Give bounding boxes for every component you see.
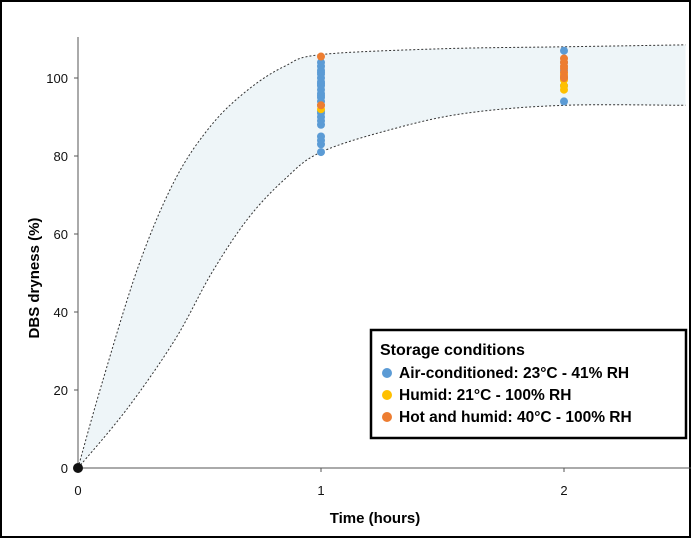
x-tick-label: 1: [317, 483, 324, 498]
data-point-series-3: [560, 74, 568, 82]
legend-marker: [382, 412, 392, 422]
data-points: [73, 46, 568, 473]
data-point-series-1: [317, 148, 325, 157]
data-point-series-1: [560, 97, 568, 106]
legend-marker: [382, 368, 392, 378]
x-axis-ticks: 0 1 2: [74, 468, 568, 498]
data-point-series-3: [317, 52, 325, 61]
range-band-upper-line: [77, 44, 686, 469]
legend-items: Air-conditioned: 23°C - 41% RH Humid: 21°…: [382, 365, 632, 426]
legend-label: Hot and humid: 40°C - 100% RH: [399, 409, 632, 426]
legend-box: [369, 328, 688, 440]
x-axis-title: Time (hours): [330, 510, 421, 527]
data-point-series-1: [73, 463, 83, 473]
range-band-fill: [78, 44, 686, 468]
data-point-series-3: [317, 101, 325, 110]
legend-marker: [382, 390, 392, 400]
data-point-series-1: [560, 46, 568, 55]
y-axis-title: DBS dryness (%): [26, 218, 43, 339]
x-tick-label: 0: [74, 483, 81, 498]
legend: Storage conditions Air-conditioned: 23°C…: [369, 328, 688, 440]
y-tick-label: 100: [46, 71, 68, 86]
y-tick-label: 40: [54, 305, 68, 320]
data-point-series-1: [317, 140, 325, 149]
legend-label: Air-conditioned: 23°C - 41% RH: [399, 365, 629, 382]
data-point-series-1: [317, 120, 325, 129]
y-tick-label: 60: [54, 227, 68, 242]
legend-label: Humid: 21°C - 100% RH: [399, 387, 571, 404]
legend-title: Storage conditions: [380, 342, 525, 359]
data-point-series-2: [560, 85, 568, 94]
y-axis-ticks: 0 20 40 60 80 100: [46, 71, 78, 476]
y-tick-label: 80: [54, 149, 68, 164]
x-tick-label: 2: [560, 483, 567, 498]
y-tick-label: 20: [54, 383, 68, 398]
y-tick-label: 0: [61, 461, 68, 476]
